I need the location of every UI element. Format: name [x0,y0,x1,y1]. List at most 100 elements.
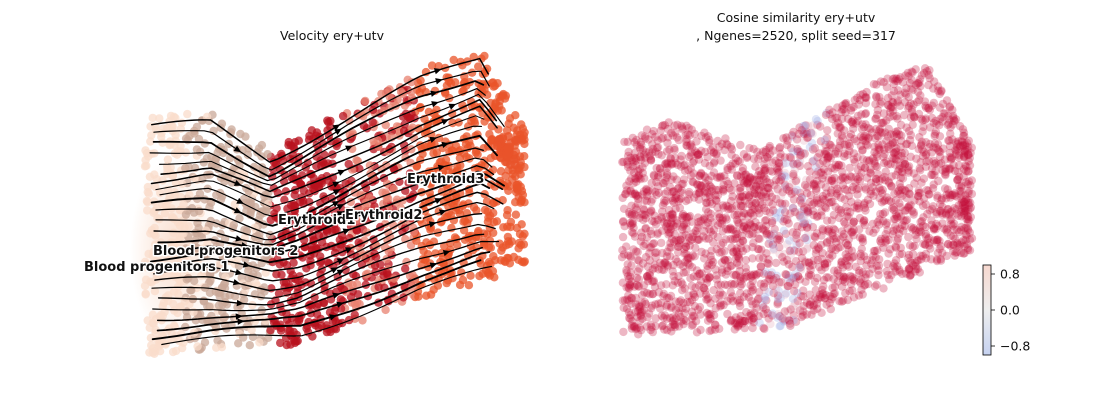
cell-point [284,137,293,147]
cosine-point [809,144,818,153]
cell-point [213,336,222,345]
cosine-point [685,131,694,140]
cell-point [368,118,377,127]
cell-point [520,128,529,137]
cosine-point [900,206,910,215]
cosine-point [945,115,954,125]
cell-point [194,259,203,269]
cell-point [414,292,423,301]
cosine-point [836,242,845,252]
cosine-point [748,300,757,309]
cosine-point [686,171,696,180]
cell-point [270,315,279,325]
cell-point [512,136,521,146]
cell-point [243,150,253,160]
cosine-point [646,325,655,335]
cosine-point [659,289,669,298]
cosine-point [712,275,721,284]
cluster-label-erythroid2: Erythroid2 [345,208,422,223]
cosine-point [736,289,745,298]
cosine-point [927,170,936,180]
cell-point [338,111,348,121]
cosine-point [816,180,826,189]
cell-point [502,157,512,167]
cosine-point [837,227,847,236]
cosine-point [652,248,661,257]
cosine-point [895,267,904,276]
cosine-point [790,246,799,255]
cosine-point [848,275,857,284]
cosine-point [690,302,700,311]
cosine-point [940,224,949,233]
cluster-label-blood-progenitors-2: Blood progenitors 2 [153,244,298,259]
cosine-point [935,244,944,254]
cosine-point [882,267,891,276]
cell-point [242,206,251,215]
cell-point [502,240,511,250]
cosine-point [775,144,784,153]
cell-point [150,287,160,296]
cell-point [203,239,212,248]
cosine-point [862,93,871,103]
cosine-point [776,192,786,201]
cosine-point [622,186,631,195]
cosine-point [688,158,697,167]
cell-point [511,210,521,219]
cosine-point [885,275,894,284]
cell-point [445,93,454,103]
cell-point [312,161,321,171]
cosine-point [874,270,883,280]
cosine-point [626,221,635,230]
cell-point [160,209,170,218]
streamline [156,246,483,322]
cosine-point [930,131,939,141]
streamline-arrow [433,68,442,75]
cosine-point [716,302,725,311]
cosine-point [902,123,911,132]
cosine-point [627,201,636,210]
cosine-point [945,165,954,174]
cosine-point [638,291,647,300]
cosine-point [707,246,716,255]
streamline-arrow [345,145,353,152]
cosine-point [924,70,933,80]
cosine-point [647,207,656,216]
cosine-point [647,303,656,313]
cosine-point [857,244,866,253]
cosine-point [890,149,899,158]
cosine-point [633,199,642,208]
cosine-point [706,192,715,201]
cosine-point [871,100,880,109]
cell-point [514,192,523,202]
cosine-point [874,261,884,270]
cosine-point [843,295,852,305]
cosine-point [864,133,873,142]
cosine-point [780,316,790,325]
cell-point [310,293,319,302]
cell-point [503,143,513,153]
cosine-point [756,262,766,271]
streamline-arrow [232,251,240,259]
cosine-point [657,214,666,223]
cosine-point [668,187,677,197]
cosine-point [736,311,745,321]
cosine-point [838,167,847,177]
cell-point [426,180,435,189]
cell-point [373,136,382,145]
cell-point [146,333,156,343]
streamline-arrow [233,145,242,153]
cell-point [485,271,495,280]
cosine-point [752,303,761,313]
cosine-point [679,320,688,329]
cell-point [305,197,314,207]
streamline-arrow [342,228,351,235]
cell-point [399,293,408,302]
velocity-panel: Velocity ery+utv Blood progenitors 1 Blo… [83,28,529,358]
cell-point [266,215,275,225]
cosine-point [797,126,806,135]
cosine-point [831,160,840,169]
cell-point [506,222,515,232]
cosine-point [818,191,828,201]
streamline-arrow [442,249,451,257]
cosine-point [797,223,807,232]
